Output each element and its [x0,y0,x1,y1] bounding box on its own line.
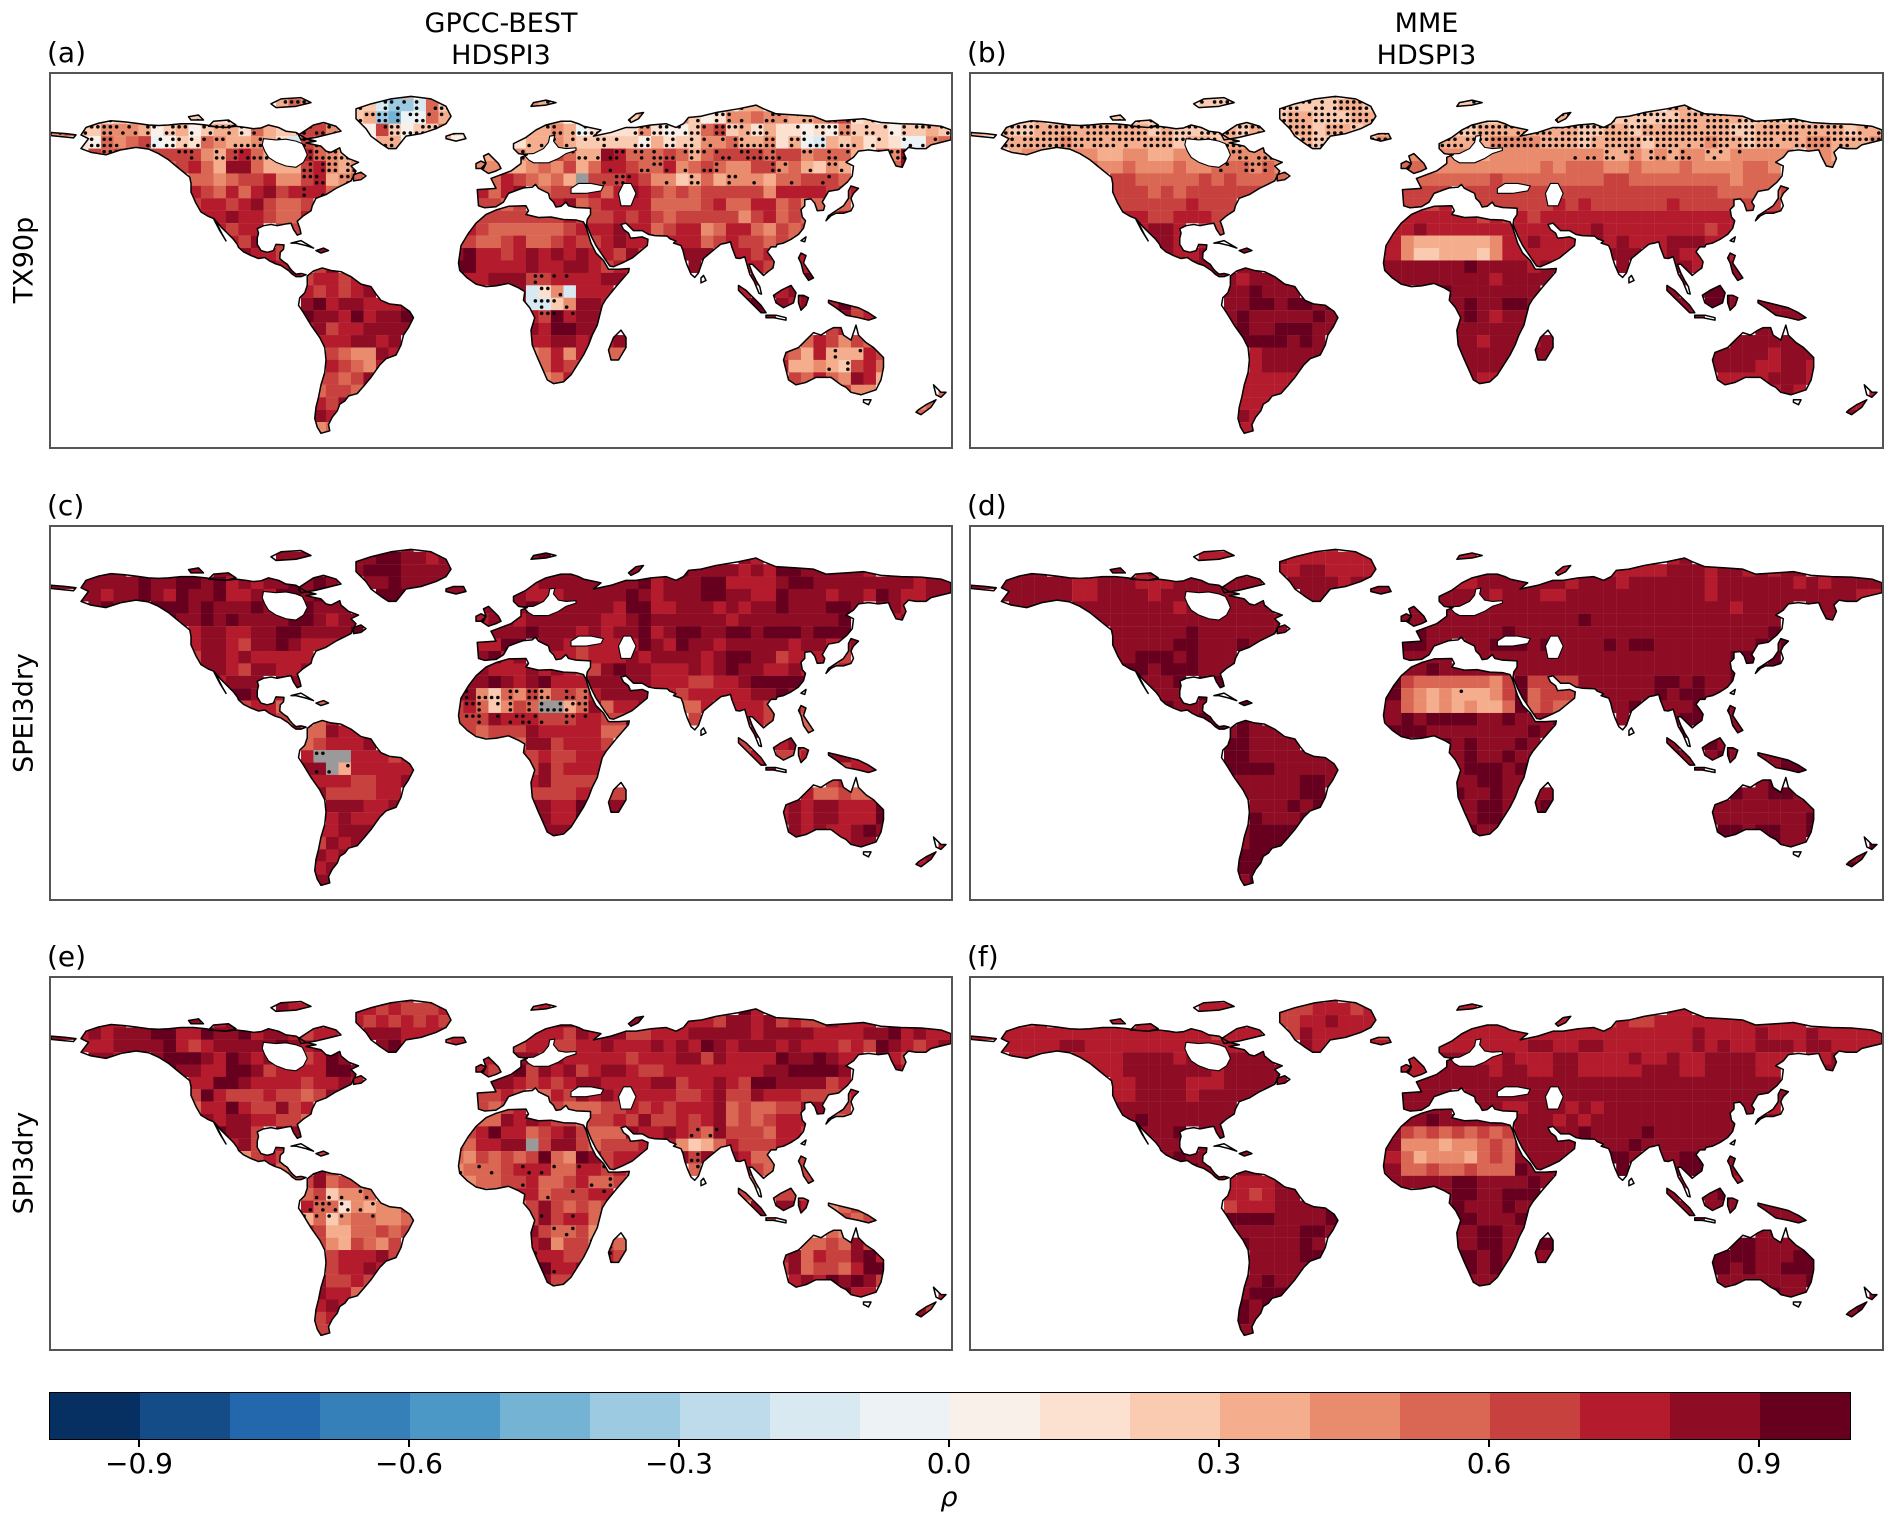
column-title-left-line1: GPCC-BEST [424,8,578,39]
colorbar-tick-label: 0.3 [1196,1447,1242,1480]
colorbar-segment-15 [1400,1393,1490,1439]
row-label-spi3dry: SPI3dry [8,1111,40,1215]
colorbar-segment-3 [320,1393,410,1439]
colorbar-segment-2 [230,1393,320,1439]
colorbar-segment-8 [770,1393,860,1439]
row-label-spei3dry: SPEI3dry [8,653,40,773]
colorbar-tickmark [408,1439,410,1447]
colorbar-segment-10 [950,1393,1040,1439]
colorbar-tick-label: −0.6 [375,1447,443,1480]
colorbar-segment-9 [860,1393,950,1439]
world-map-e [51,978,951,1349]
panel-label-f: (f) [967,940,999,973]
panel-label-a: (a) [47,36,87,69]
colorbar-label: ρ [940,1482,958,1513]
colorbar-tick-label: 0.0 [926,1447,972,1480]
panel-label-c: (c) [47,489,85,522]
colorbar-segment-11 [1040,1393,1130,1439]
column-title-right-line2: HDSPI3 [1376,40,1477,71]
column-title-left: GPCC-BEST HDSPI3 [49,8,953,72]
colorbar-segment-5 [500,1393,590,1439]
colorbar-tickmark [1218,1439,1220,1447]
map-panel-e [49,976,953,1351]
world-map-a [51,74,951,447]
colorbar-segment-16 [1490,1393,1580,1439]
colorbar-segment-7 [680,1393,770,1439]
world-map-f [971,978,1882,1349]
colorbar-ticks: −0.9 −0.6 −0.3 0.0 0.3 0.6 0.9 [49,1439,1849,1481]
colorbar-tick-label: 0.9 [1736,1447,1782,1480]
colorbar-segment-4 [410,1393,500,1439]
map-panel-d [969,525,1884,901]
colorbar-segment-6 [590,1393,680,1439]
colorbar-tickmark [1758,1439,1760,1447]
world-map-c [51,527,951,899]
colorbar-segment-1 [140,1393,230,1439]
map-panel-a [49,72,953,449]
column-title-right: MME HDSPI3 [969,8,1884,72]
panel-label-d: (d) [967,489,1007,522]
colorbar-tickmark [678,1439,680,1447]
colorbar-tick-label: 0.6 [1466,1447,1512,1480]
colorbar-segment-12 [1130,1393,1220,1439]
colorbar-segment-19 [1760,1393,1850,1439]
panel-label-e: (e) [47,940,87,973]
map-panel-c [49,525,953,901]
colorbar-segment-14 [1310,1393,1400,1439]
colorbar-segment-17 [1580,1393,1670,1439]
map-panel-f [969,976,1884,1351]
colorbar-segment-0 [50,1393,140,1439]
column-title-right-line1: MME [1394,8,1459,39]
world-map-d [971,527,1882,899]
colorbar-segment-13 [1220,1393,1310,1439]
panel-label-b: (b) [967,36,1007,69]
colorbar [49,1392,1851,1440]
row-label-tx90p: TX90p [8,216,40,304]
colorbar-tickmark [138,1439,140,1447]
colorbar-tick-label: −0.3 [645,1447,713,1480]
colorbar-tickmark [1488,1439,1490,1447]
colorbar-segment-18 [1670,1393,1760,1439]
colorbar-tickmark [948,1439,950,1447]
column-title-left-line2: HDSPI3 [451,40,551,71]
world-map-b [971,74,1882,447]
colorbar-tick-label: −0.9 [105,1447,173,1480]
map-panel-b [969,72,1884,449]
